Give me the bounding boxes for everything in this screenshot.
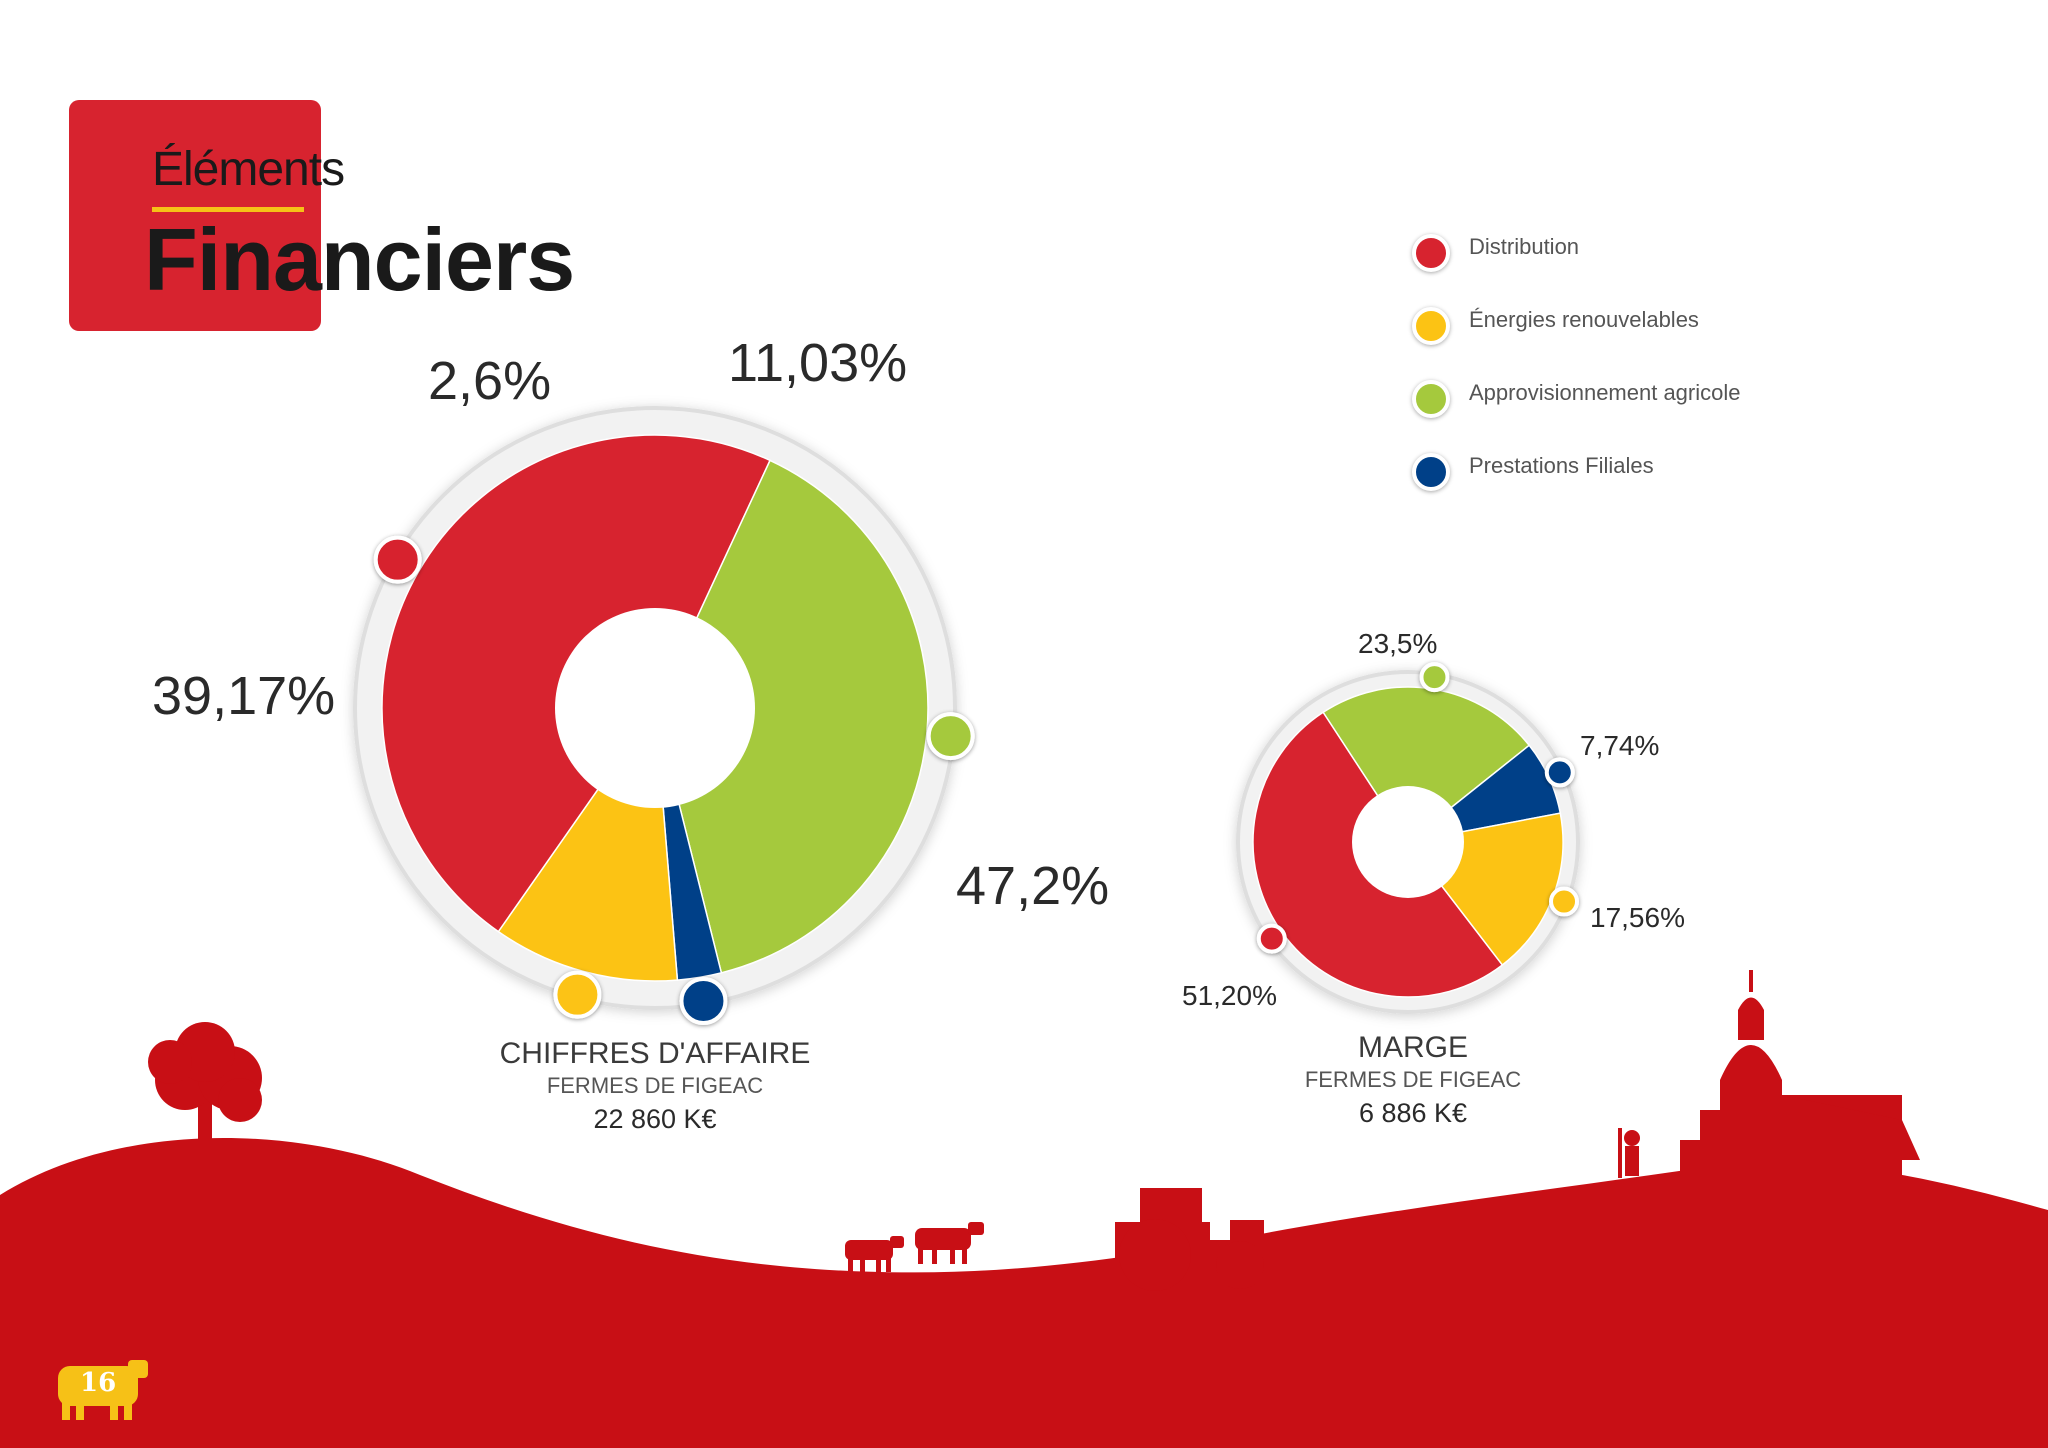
title-light: Éléments <box>152 143 345 196</box>
pct-label-distribution: 47,2% <box>956 856 1110 916</box>
chart-total: 22 860 K€ <box>593 1104 717 1134</box>
donut-hole <box>555 608 755 808</box>
pie-slice-approvisionnement <box>654 459 929 974</box>
pct-label-energies: 11,03% <box>728 333 908 393</box>
chart-subtitle: FERMES DE FIGEAC <box>1304 1067 1522 1092</box>
title-underline <box>152 207 304 212</box>
legend-label: Énergies renouvelables <box>1469 307 1699 332</box>
ground-hills <box>0 1137 2048 1448</box>
legend-dot-approvisionnement <box>1412 380 1450 418</box>
title-box <box>69 100 321 331</box>
pct-label-approvisionnement: 23,5% <box>1358 628 1438 659</box>
person-icon <box>1618 1128 1640 1178</box>
chart-title: CHIFFRES D'AFFAIRE <box>499 1037 811 1070</box>
pct-label-distribution: 51,20% <box>1182 980 1277 1011</box>
legend-label: Prestations Filiales <box>1469 453 1654 478</box>
slice-marker-distribution <box>373 535 422 584</box>
chart-caption-chiffres-affaire: CHIFFRES D'AFFAIRE FERMES DE FIGEAC 22 8… <box>405 1036 905 1138</box>
church-icon <box>1680 970 1920 1190</box>
cow-icon <box>845 1236 904 1272</box>
pct-label-prestations: 2,6% <box>428 351 552 411</box>
pct-label-approvisionnement: 39,17% <box>152 666 336 726</box>
chart-subtitle: FERMES DE FIGEAC <box>546 1073 764 1098</box>
chart-caption-marge: MARGE FERMES DE FIGEAC 6 886 K€ <box>1163 1030 1663 1132</box>
slice-marker-energies <box>1549 886 1580 917</box>
donut-chart-chiffres-affaire <box>353 406 975 1026</box>
slice-marker-prestations <box>1544 757 1575 788</box>
legend-dot-prestations <box>1412 453 1450 491</box>
slice-marker-approvisionnement <box>926 712 975 761</box>
page-cow-badge-icon <box>58 1360 148 1420</box>
legend-label: Distribution <box>1469 234 1580 259</box>
page-number: 16 <box>80 1368 117 1398</box>
legend-dot-energies <box>1412 307 1450 345</box>
pct-label-prestations: 7,74% <box>1580 730 1660 761</box>
pct-label-energies: 17,56% <box>1590 902 1685 933</box>
page-title: Financiers <box>144 210 575 309</box>
slice-marker-energies <box>553 970 602 1019</box>
legend-label: Approvisionnement agricole <box>1469 380 1741 405</box>
chart-title: MARGE <box>1357 1031 1468 1064</box>
donut-hole <box>1352 786 1464 898</box>
legend-dot-distribution <box>1412 234 1450 272</box>
cow-icon <box>915 1222 984 1264</box>
tractor-icon <box>1115 1188 1264 1291</box>
tree-icon <box>148 1022 262 1148</box>
slice-marker-prestations <box>679 977 728 1026</box>
chart-total: 6 886 K€ <box>1358 1098 1468 1128</box>
slice-marker-approvisionnement <box>1419 662 1450 693</box>
slice-marker-distribution <box>1256 923 1287 954</box>
donut-chart-marge <box>1236 662 1580 1014</box>
